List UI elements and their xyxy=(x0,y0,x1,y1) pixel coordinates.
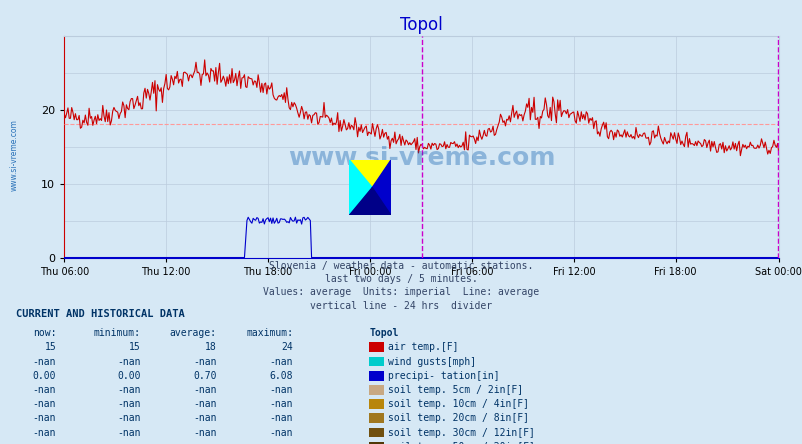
Text: soil temp. 50cm / 20in[F]: soil temp. 50cm / 20in[F] xyxy=(387,442,534,444)
Text: -nan: -nan xyxy=(193,399,217,409)
Text: soil temp. 30cm / 12in[F]: soil temp. 30cm / 12in[F] xyxy=(387,428,534,438)
Text: -nan: -nan xyxy=(117,413,140,424)
Text: Values: average  Units: imperial  Line: average: Values: average Units: imperial Line: av… xyxy=(263,287,539,297)
Text: -nan: -nan xyxy=(117,385,140,395)
Text: www.si-vreme.com: www.si-vreme.com xyxy=(10,119,18,191)
Text: 0.00: 0.00 xyxy=(33,371,56,381)
Text: precipi- tation[in]: precipi- tation[in] xyxy=(387,371,499,381)
Text: 15: 15 xyxy=(44,342,56,353)
Text: -nan: -nan xyxy=(33,442,56,444)
Text: maximum:: maximum: xyxy=(245,328,293,338)
Text: -nan: -nan xyxy=(269,357,293,367)
Text: -nan: -nan xyxy=(193,413,217,424)
Text: -nan: -nan xyxy=(269,385,293,395)
Text: www.si-vreme.com: www.si-vreme.com xyxy=(287,146,555,170)
Text: average:: average: xyxy=(169,328,217,338)
Text: -nan: -nan xyxy=(193,357,217,367)
Text: 6.08: 6.08 xyxy=(269,371,293,381)
Text: -nan: -nan xyxy=(33,399,56,409)
Text: -nan: -nan xyxy=(117,399,140,409)
Text: -nan: -nan xyxy=(269,399,293,409)
Text: -nan: -nan xyxy=(269,413,293,424)
Text: -nan: -nan xyxy=(117,357,140,367)
Text: -nan: -nan xyxy=(269,442,293,444)
Text: CURRENT AND HISTORICAL DATA: CURRENT AND HISTORICAL DATA xyxy=(16,309,184,320)
Text: wind gusts[mph]: wind gusts[mph] xyxy=(387,357,476,367)
Text: -nan: -nan xyxy=(193,428,217,438)
Text: vertical line - 24 hrs  divider: vertical line - 24 hrs divider xyxy=(310,301,492,311)
Polygon shape xyxy=(372,160,391,215)
Text: soil temp. 20cm / 8in[F]: soil temp. 20cm / 8in[F] xyxy=(387,413,529,424)
Text: -nan: -nan xyxy=(33,385,56,395)
Title: Topol: Topol xyxy=(399,16,443,34)
Text: soil temp. 5cm / 2in[F]: soil temp. 5cm / 2in[F] xyxy=(387,385,522,395)
Text: -nan: -nan xyxy=(117,428,140,438)
Text: 0.70: 0.70 xyxy=(193,371,217,381)
Text: last two days / 5 minutes.: last two days / 5 minutes. xyxy=(325,274,477,284)
Text: -nan: -nan xyxy=(33,413,56,424)
Text: -nan: -nan xyxy=(193,385,217,395)
Polygon shape xyxy=(349,188,391,215)
Text: -nan: -nan xyxy=(33,428,56,438)
Polygon shape xyxy=(349,160,372,215)
Text: -nan: -nan xyxy=(33,357,56,367)
Text: Topol: Topol xyxy=(369,328,399,338)
Text: now:: now: xyxy=(33,328,56,338)
Text: 18: 18 xyxy=(205,342,217,353)
Text: -nan: -nan xyxy=(117,442,140,444)
Text: -nan: -nan xyxy=(193,442,217,444)
Text: air temp.[F]: air temp.[F] xyxy=(387,342,458,353)
Text: -nan: -nan xyxy=(269,428,293,438)
Text: Slovenia / weather data - automatic stations.: Slovenia / weather data - automatic stat… xyxy=(269,261,533,271)
Text: minimum:: minimum: xyxy=(93,328,140,338)
Text: 0.00: 0.00 xyxy=(117,371,140,381)
Text: 24: 24 xyxy=(281,342,293,353)
Text: 15: 15 xyxy=(128,342,140,353)
Text: soil temp. 10cm / 4in[F]: soil temp. 10cm / 4in[F] xyxy=(387,399,529,409)
